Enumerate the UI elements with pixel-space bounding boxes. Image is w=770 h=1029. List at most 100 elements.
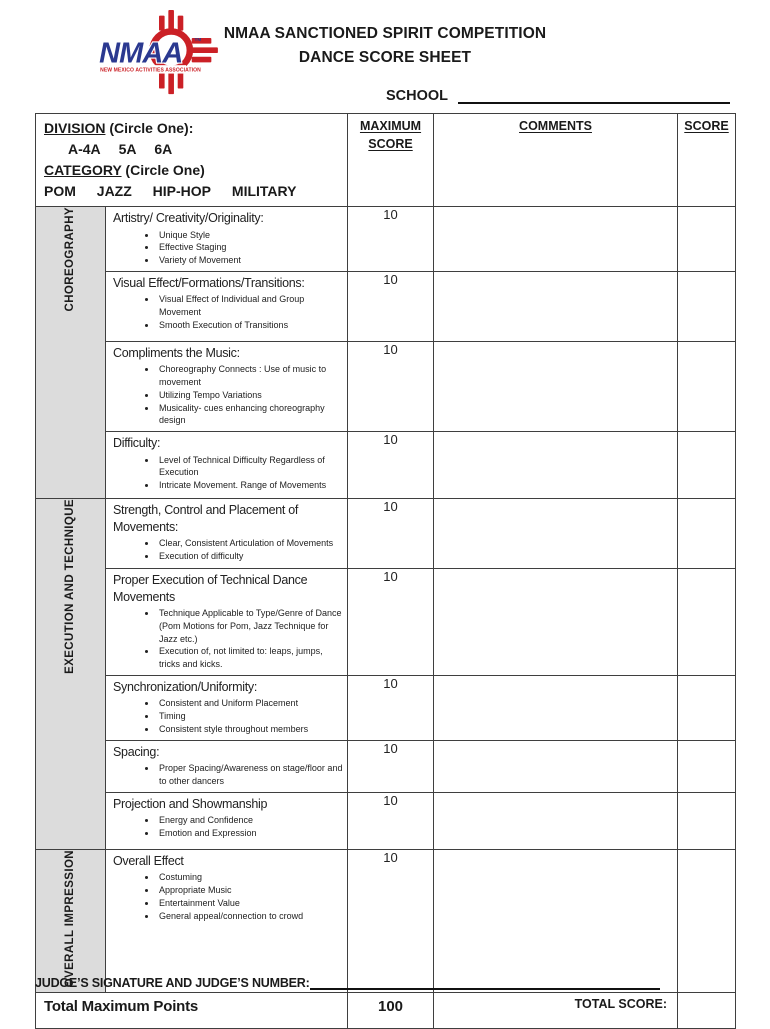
school-label: SCHOOL: [386, 88, 449, 104]
bullet-item: Consistent style throughout members: [157, 723, 344, 736]
criterion-spacing: Spacing: Proper Spacing/Awareness on sta…: [104, 739, 349, 793]
division-option-6a[interactable]: 6A: [154, 141, 173, 157]
bullet-item: Execution of difficulty: [157, 550, 344, 563]
comments-cell[interactable]: [433, 270, 679, 342]
table-row: Spacing: Proper Spacing/Awareness on sta…: [36, 739, 737, 793]
logo-acronym: NMAA: [99, 37, 182, 69]
table-row: Projection and Showmanship Energy and Co…: [36, 791, 737, 850]
criterion-title: Spacing:: [113, 744, 160, 759]
column-header-comments: COMMENTS: [433, 113, 679, 207]
division-option-5a[interactable]: 5A: [118, 141, 137, 157]
category-option-jazz[interactable]: JAZZ: [96, 183, 132, 199]
score-cell[interactable]: [677, 568, 737, 676]
comments-cell[interactable]: [433, 739, 679, 793]
criterion-title: Visual Effect/Formations/Transitions:: [113, 275, 305, 290]
total-row: Total Maximum Points 100 TOTAL SCORE:: [34, 992, 737, 1029]
judge-signature-label: JUDGE’S SIGNATURE AND JUDGE’S NUMBER:: [35, 976, 310, 990]
score-cell[interactable]: [677, 431, 737, 500]
category-option-pom[interactable]: POM: [44, 183, 76, 199]
table-row: Synchronization/Uniformity: Consistent a…: [36, 674, 737, 741]
division-options: A-4A 5A 6A: [44, 139, 341, 160]
table-row: Visual Effect/Formations/Transitions: Vi…: [36, 270, 737, 342]
bullet-item: Smooth Execution of Transitions: [157, 319, 344, 332]
bullet-item: Technique Applicable to Type/Genre of Da…: [157, 607, 344, 645]
comments-cell[interactable]: [433, 848, 679, 994]
criterion-bullets: Proper Spacing/Awareness on stage/floor …: [113, 762, 344, 788]
max-score-value: 10: [347, 431, 435, 500]
score-cell[interactable]: [677, 848, 737, 994]
criterion-bullets: Energy and Confidence Emotion and Expres…: [113, 814, 344, 840]
bullet-item: Timing: [157, 710, 344, 723]
max-score-value: 10: [347, 270, 435, 342]
criterion-bullets: Choreography Connects : Use of music to …: [113, 363, 344, 427]
column-header-max-score: MAXIMUM SCORE: [347, 113, 435, 207]
table-row: CHOREOGRAPHY Artistry/ Creativity/Origin…: [35, 205, 737, 500]
table-header-row: DIVISION (Circle One): A-4A 5A 6A CATEGO…: [34, 113, 737, 207]
page-subtitle: DANCE SCORE SHEET: [298, 49, 472, 67]
judge-signature-fill-in-line[interactable]: [309, 977, 660, 990]
criterion-bullets: Consistent and Uniform Placement Timing …: [113, 697, 344, 735]
score-cell[interactable]: [677, 791, 737, 850]
criterion-bullets: Technique Applicable to Type/Genre of Da…: [113, 607, 344, 671]
category-option-military[interactable]: MILITARY: [231, 183, 297, 199]
signature-row: JUDGE’S SIGNATURE AND JUDGE’S NUMBER:: [35, 976, 660, 990]
category-line: CATEGORY (Circle One): [44, 160, 341, 181]
total-max-points-value: 100: [347, 992, 435, 1029]
logo-tm: TM: [195, 37, 202, 42]
criterion-title: Projection and Showmanship: [113, 796, 268, 811]
comments-cell[interactable]: [433, 431, 679, 500]
score-cell[interactable]: [677, 340, 737, 433]
section-label-execution-technique: EXECUTION AND TECHNIQUE: [35, 498, 106, 850]
bullet-item: Utilizing Tempo Variations: [157, 389, 344, 402]
criterion-title: Synchronization/Uniformity:: [113, 679, 258, 694]
bullet-item: Energy and Confidence: [157, 814, 344, 827]
page-title: NMAA SANCTIONED SPIRIT COMPETITION: [223, 25, 547, 42]
category-option-hiphop[interactable]: HIP-HOP: [152, 183, 212, 199]
division-note: (Circle One):: [105, 120, 194, 136]
total-score-cell[interactable]: [677, 992, 737, 1029]
division-label: DIVISION: [44, 120, 106, 136]
school-fill-in-line[interactable]: [458, 88, 730, 104]
score-cell[interactable]: [677, 498, 737, 570]
bullet-item: Choreography Connects : Use of music to …: [157, 363, 344, 389]
criterion-bullets: Clear, Consistent Articulation of Moveme…: [113, 537, 344, 563]
bullet-item: General appeal/connection to crowd: [157, 910, 344, 923]
criterion-projection: Projection and Showmanship Energy and Co…: [104, 791, 349, 850]
criterion-synchronization: Synchronization/Uniformity: Consistent a…: [104, 674, 349, 741]
criterion-proper-execution: Proper Execution of Technical Dance Move…: [104, 568, 349, 676]
criterion-artistry: Artistry/ Creativity/Originality: Unique…: [104, 206, 349, 272]
comments-cell[interactable]: [433, 568, 679, 676]
comments-cell[interactable]: [433, 206, 679, 272]
comments-cell[interactable]: [433, 340, 679, 433]
criterion-title: Overall Effect: [113, 853, 184, 868]
criterion-strength-control: Strength, Control and Placement of Movem…: [104, 498, 349, 570]
bullet-item: Effective Staging: [157, 241, 344, 254]
comments-cell[interactable]: [433, 791, 679, 850]
bullet-item: Costuming: [157, 871, 344, 884]
criterion-bullets: Unique Style Effective Staging Variety o…: [113, 229, 344, 267]
total-max-points-label: Total Maximum Points: [34, 992, 349, 1029]
bullet-item: Execution of, not limited to: leaps, jum…: [157, 645, 344, 671]
criterion-difficulty: Difficulty: Level of Technical Difficult…: [104, 431, 349, 500]
max-score-value: 10: [347, 340, 435, 433]
score-cell[interactable]: [677, 206, 737, 272]
score-cell[interactable]: [677, 270, 737, 342]
division-line: DIVISION (Circle One):: [44, 118, 341, 139]
max-score-value: 10: [347, 206, 435, 272]
bullet-item: Emotion and Expression: [157, 827, 344, 840]
division-option-a4a[interactable]: A-4A: [68, 141, 101, 157]
criterion-title: Difficulty:: [113, 436, 161, 451]
table-row: OVERALL IMPRESSION Overall Effect Costum…: [35, 848, 737, 994]
bullet-item: Unique Style: [157, 229, 344, 242]
score-cell[interactable]: [677, 739, 737, 793]
score-cell[interactable]: [677, 674, 737, 741]
max-score-value: 10: [347, 791, 435, 850]
comments-cell[interactable]: [433, 498, 679, 570]
bullet-item: Proper Spacing/Awareness on stage/floor …: [157, 762, 344, 788]
criterion-title: Artistry/ Creativity/Originality:: [113, 211, 264, 225]
score-table: DIVISION (Circle One): A-4A 5A 6A CATEGO…: [34, 113, 737, 1029]
bullet-item: Visual Effect of Individual and Group Mo…: [157, 293, 344, 319]
comments-cell[interactable]: [433, 674, 679, 741]
bullet-item: Musicality- cues enhancing choreography …: [157, 402, 344, 428]
column-header-score: SCORE: [677, 113, 737, 207]
